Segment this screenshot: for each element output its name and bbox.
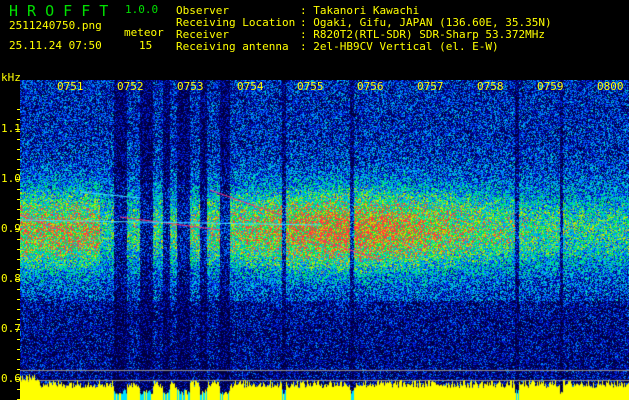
info-label-observer: Observer: [176, 4, 229, 17]
y-tick: [17, 189, 20, 190]
time-tick-label: 0759: [537, 80, 564, 93]
y-tick: [17, 249, 20, 250]
y-tick: [15, 279, 20, 280]
info-label-location: Receiving Location: [176, 16, 296, 29]
file-name: 2511240750.png: [9, 19, 102, 32]
file-datetime: 25.11.24 07:50: [9, 39, 102, 52]
y-tick: [15, 229, 20, 230]
y-axis-unit: kHz: [1, 71, 21, 84]
info-value-location: : Ogaki, Gifu, JAPAN (136.60E, 35.35N): [300, 16, 552, 29]
app-version: 1.0.0: [125, 3, 159, 16]
y-tick: [17, 359, 20, 360]
y-tick: [17, 149, 20, 150]
time-tick-label: 0758: [477, 80, 504, 93]
y-tick: [17, 209, 20, 210]
info-label-receiver: Receiver: [176, 28, 229, 41]
y-tick-label: 1.0: [1, 172, 21, 185]
time-tick-label: 0757: [417, 80, 444, 93]
time-tick-label: 0756: [357, 80, 384, 93]
time-tick-label: 0752: [117, 80, 144, 93]
y-tick-label: 0.9: [1, 222, 21, 235]
y-tick-label: 0.7: [1, 322, 21, 335]
y-tick: [17, 389, 20, 390]
y-tick: [17, 139, 20, 140]
y-tick: [17, 319, 20, 320]
y-tick: [17, 309, 20, 310]
y-tick: [17, 159, 20, 160]
meteor-count: 15: [139, 39, 153, 52]
y-tick: [17, 339, 20, 340]
y-tick: [17, 349, 20, 350]
info-value-observer: : Takanori Kawachi: [300, 4, 420, 17]
y-tick: [17, 119, 20, 120]
info-label-antenna: Receiving antenna: [176, 40, 289, 53]
time-tick-label: 0754: [237, 80, 264, 93]
y-tick-label: 0.8: [1, 272, 21, 285]
y-tick-label: 0.6: [1, 372, 21, 385]
y-tick: [15, 129, 20, 130]
y-tick: [17, 369, 20, 370]
y-tick: [15, 329, 20, 330]
info-value-receiver: : R820T2(RTL-SDR) SDR-Sharp 53.372MHz: [300, 28, 546, 41]
y-tick: [17, 269, 20, 270]
info-value-antenna: : 2el-HB9CV Vertical (el. E-W): [300, 40, 499, 53]
time-tick-label: 0751: [57, 80, 84, 93]
y-tick: [17, 239, 20, 240]
meteor-label: meteor: [124, 26, 164, 39]
y-tick: [17, 199, 20, 200]
y-tick-label: 1.1: [1, 122, 21, 135]
y-tick: [17, 289, 20, 290]
y-tick: [17, 219, 20, 220]
y-tick: [17, 259, 20, 260]
y-tick: [17, 109, 20, 110]
spectrogram: [20, 80, 629, 400]
time-tick-label: 0800: [597, 80, 624, 93]
y-tick: [17, 299, 20, 300]
y-tick: [15, 179, 20, 180]
time-tick-label: 0753: [177, 80, 204, 93]
y-tick: [17, 169, 20, 170]
time-tick-label: 0755: [297, 80, 324, 93]
app-logo: H R O F F T: [9, 2, 109, 20]
y-tick: [15, 379, 20, 380]
